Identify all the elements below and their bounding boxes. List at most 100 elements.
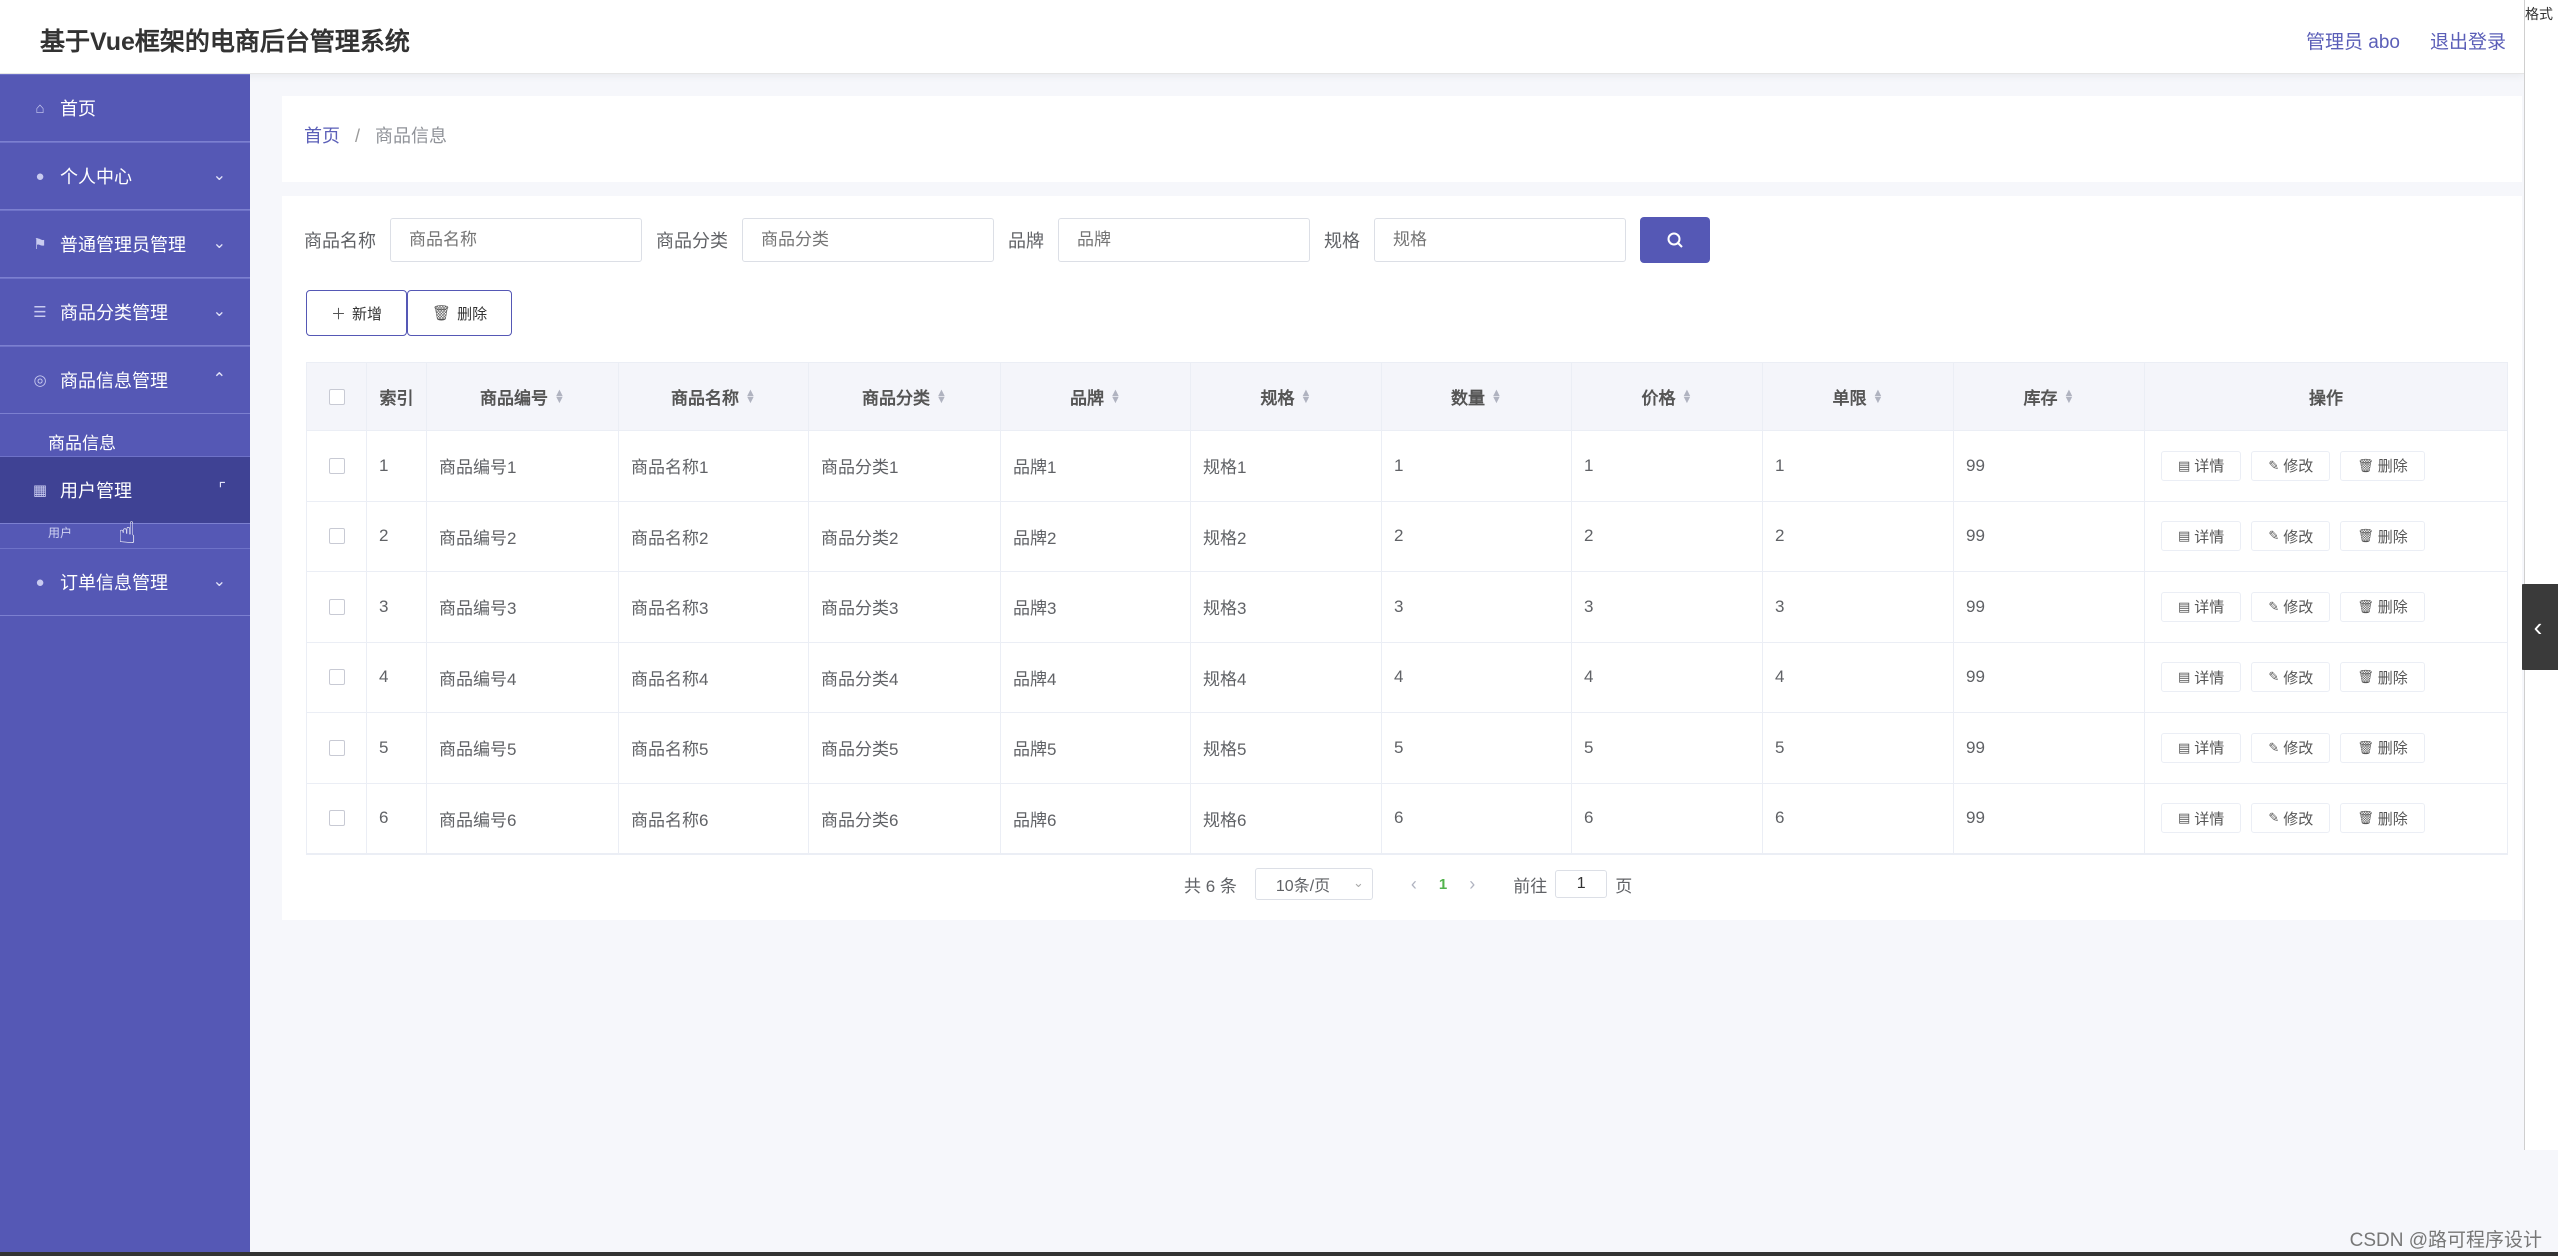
delete-button[interactable]: 🗑 删除 — [2340, 591, 2425, 622]
edit-button[interactable]: ✎ 修改 — [2251, 662, 2331, 693]
sidebar-item-category[interactable]: ☰ 商品分类管理 ⌄ — [0, 278, 250, 346]
select-all-checkbox[interactable] — [328, 388, 345, 405]
col-header-price[interactable]: 价格 ▲ ▼ — [1572, 363, 1763, 430]
col-header-brand[interactable]: 品牌 ▲ ▼ — [1001, 363, 1191, 430]
table-cell: 规格3 — [1191, 572, 1382, 642]
row-select-cell — [307, 713, 367, 783]
sort-icon[interactable]: ▲ ▼ — [1300, 386, 1312, 406]
action-label: 删除 — [2377, 669, 2408, 687]
sort-icon[interactable]: ▲ ▼ — [1681, 386, 1693, 406]
trash-icon: 🗑 — [2357, 457, 2374, 473]
column-label: 品牌 — [1070, 389, 1105, 408]
detail-button[interactable]: ▤ 详情 — [2161, 732, 2242, 763]
sidebar-item-goods[interactable]: ◎ 商品信息管理 ⌃ — [0, 346, 250, 414]
pagination: 共 6 条 10条/页 ⌄ ‹ 1 › 前往 1 页 — [1184, 868, 1632, 900]
breadcrumb-home[interactable]: 首页 — [304, 126, 340, 146]
sort-icon[interactable]: ▲ ▼ — [1872, 386, 1884, 406]
col-header-category[interactable]: 商品分类 ▲ ▼ — [809, 363, 1001, 430]
sort-icon[interactable]: ▲ ▼ — [1491, 386, 1502, 406]
row-checkbox[interactable] — [328, 598, 345, 615]
delete-button[interactable]: 🗑 删除 — [2340, 450, 2425, 481]
edit-button[interactable]: ✎ 修改 — [2251, 521, 2331, 552]
delete-button[interactable]: 🗑 删除 — [2340, 803, 2425, 834]
row-actions: ▤ 详情 ✎ 修改 🗑 删除 — [2145, 502, 2507, 572]
row-checkbox[interactable] — [328, 810, 345, 827]
sidebar-item-profile[interactable]: ● 个人中心 ⌄ — [0, 142, 250, 210]
edit-button[interactable]: ✎ 修改 — [2251, 450, 2331, 481]
edit-button[interactable]: ✎ 修改 — [2251, 591, 2331, 622]
trash-icon: 🗑 — [2357, 669, 2374, 685]
submenu-users[interactable]: 用户 — [48, 526, 73, 540]
detail-button[interactable]: ▤ 详情 — [2161, 521, 2242, 552]
sidebar-item-orders[interactable]: ● 订单信息管理 ⌄ — [0, 548, 250, 616]
goods-name-input[interactable] — [390, 218, 642, 262]
page-size-select[interactable]: 10条/页 ⌄ — [1254, 868, 1373, 900]
delete-button[interactable]: 🗑 删除 — [2340, 732, 2425, 763]
document-icon: ▤ — [2178, 739, 2191, 755]
sidebar-item-users[interactable]: ▦ 用户管理 ⌜ — [0, 456, 250, 524]
table-cell: 3 — [367, 572, 427, 642]
brand-input[interactable] — [1058, 218, 1310, 262]
sidebar-item-home[interactable]: ⌂ 首页 — [0, 74, 250, 142]
row-checkbox[interactable] — [328, 669, 345, 686]
table-row: 1 商品编号1 商品名称1 商品分类1 品牌1 规格1 1 1 1 99 ▤ 详情 ✎ 修改 🗑 删除 — [307, 431, 2507, 502]
chevron-left-icon: ‹ — [2533, 611, 2543, 642]
add-button[interactable]: ＋ 新增 — [306, 290, 408, 336]
row-checkbox[interactable] — [328, 457, 345, 474]
table-cell: 6 — [1572, 783, 1763, 853]
col-header-name[interactable]: 商品名称 ▲ ▼ — [619, 363, 809, 430]
row-actions: ▤ 详情 ✎ 修改 🗑 删除 — [2145, 572, 2507, 642]
edit-button[interactable]: ✎ 修改 — [2251, 732, 2331, 763]
sort-icon[interactable]: ▲ ▼ — [554, 386, 565, 406]
goods-table: 索引 商品编号 ▲ ▼ 商品名称 ▲ ▼ 商品分类 ▲ ▼ 品牌 ▲ ▼ 规格 ▲ ▼ 数量 ▲ ▼ 价… — [306, 362, 2508, 855]
submenu-goods-info[interactable]: 商品信息 — [48, 434, 116, 453]
search-button[interactable] — [1640, 217, 1710, 263]
sidebar-item-label: 首页 — [60, 99, 96, 119]
collapse-tab[interactable]: ‹ — [2518, 584, 2558, 670]
side-panel-text: 格式 — [2525, 6, 2553, 22]
row-checkbox[interactable] — [328, 739, 345, 756]
page-number[interactable]: 1 — [1438, 875, 1448, 893]
next-page-icon[interactable]: › — [1469, 873, 1476, 894]
trash-icon: 🗑 — [2357, 810, 2374, 826]
page-size-value: 10条/页 — [1275, 878, 1331, 895]
batch-delete-button[interactable]: 🗑 删除 — [407, 290, 513, 336]
delete-button[interactable]: 🗑 删除 — [2340, 662, 2425, 693]
table-cell: 6 — [1763, 783, 1954, 853]
table-cell: 4 — [1763, 642, 1954, 712]
table-cell: 商品编号5 — [427, 713, 619, 783]
action-label: 修改 — [2283, 599, 2314, 617]
table-cell: 2 — [1763, 501, 1954, 571]
prev-page-icon[interactable]: ‹ — [1410, 873, 1417, 894]
table-cell: 5 — [1572, 713, 1763, 783]
sort-icon[interactable]: ▲ ▼ — [1110, 386, 1121, 406]
detail-button[interactable]: ▤ 详情 — [2161, 662, 2242, 693]
col-header-limit[interactable]: 单限 ▲ ▼ — [1763, 363, 1954, 430]
col-header-stock[interactable]: 库存 ▲ ▼ — [1954, 363, 2145, 430]
col-header-spec[interactable]: 规格 ▲ ▼ — [1191, 363, 1382, 430]
logout-link[interactable]: 退出登录 — [2429, 32, 2506, 53]
col-header-quantity[interactable]: 数量 ▲ ▼ — [1382, 363, 1572, 430]
goods-category-input[interactable] — [742, 218, 994, 262]
goto-page-input[interactable]: 1 — [1555, 870, 1608, 898]
action-label: 删除 — [2377, 740, 2408, 758]
detail-button[interactable]: ▤ 详情 — [2161, 450, 2242, 481]
row-checkbox[interactable] — [328, 528, 345, 545]
sort-icon[interactable]: ▲ ▼ — [2063, 386, 2075, 406]
col-header-code[interactable]: 商品编号 ▲ ▼ — [427, 363, 619, 430]
detail-button[interactable]: ▤ 详情 — [2161, 591, 2242, 622]
table-cell: 品牌1 — [1001, 431, 1191, 501]
current-user[interactable]: 管理员 abo — [2306, 32, 2400, 53]
detail-button[interactable]: ▤ 详情 — [2161, 803, 2242, 834]
delete-button[interactable]: 🗑 删除 — [2340, 521, 2425, 552]
sidebar-item-admin[interactable]: ⚑ 普通管理员管理 ⌄ — [0, 210, 250, 278]
table-row: 4 商品编号4 商品名称4 商品分类4 品牌4 规格4 4 4 4 99 ▤ 详情 ✎ 修改 🗑 删除 — [307, 642, 2507, 713]
breadcrumb-card: 首页 / 商品信息 — [282, 96, 2522, 182]
spec-input[interactable] — [1374, 218, 1626, 262]
sort-icon[interactable]: ▲ ▼ — [745, 386, 756, 406]
document-icon: ▤ — [2178, 810, 2191, 826]
row-select-cell — [307, 501, 367, 571]
edit-button[interactable]: ✎ 修改 — [2251, 803, 2331, 834]
sort-icon[interactable]: ▲ ▼ — [936, 386, 947, 406]
table-cell: 商品编号6 — [427, 783, 619, 853]
